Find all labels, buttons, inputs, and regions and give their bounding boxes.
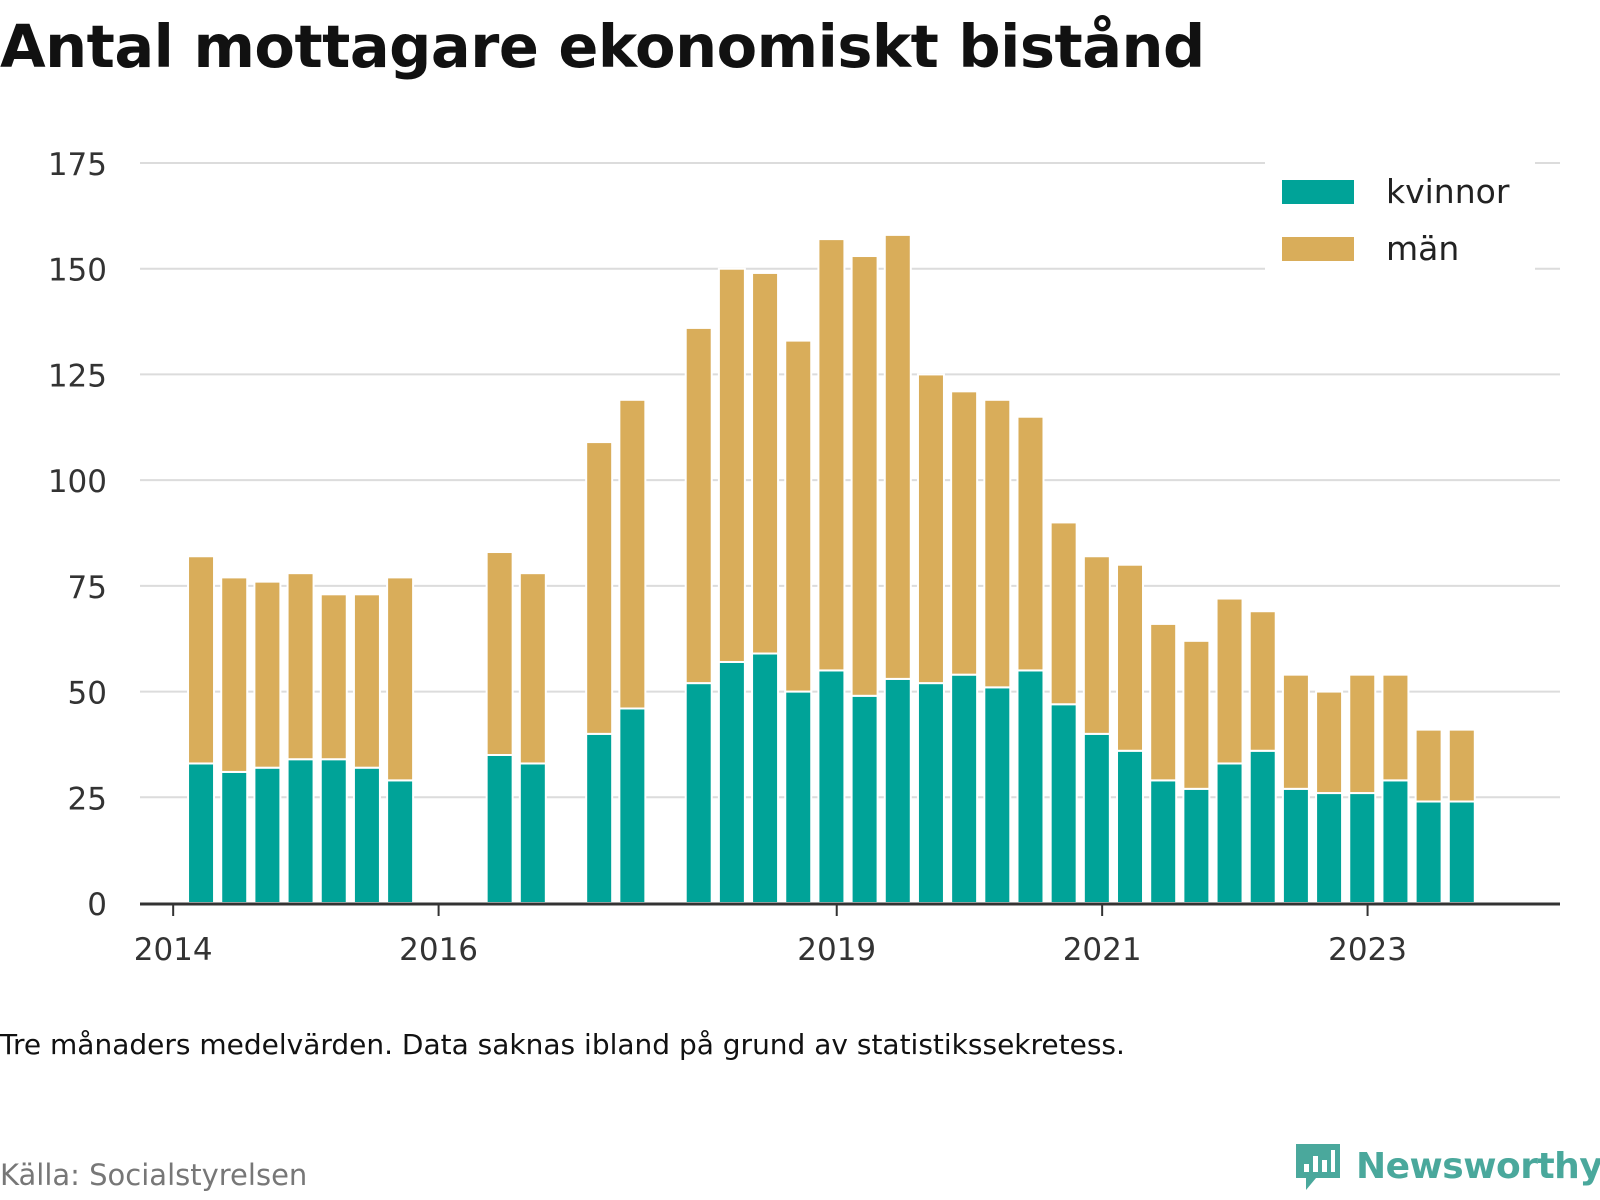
bar-man[interactable] bbox=[1082, 555, 1111, 735]
y-tick-label: 175 bbox=[48, 147, 107, 183]
legend-swatch-kvinnor bbox=[1282, 180, 1354, 204]
bar-man[interactable] bbox=[352, 593, 381, 769]
bar-man[interactable] bbox=[253, 580, 282, 769]
bar-man[interactable] bbox=[485, 551, 514, 756]
bar-kvinnor[interactable] bbox=[1315, 792, 1344, 904]
bar-kvinnor[interactable] bbox=[253, 766, 282, 905]
bar-kvinnor[interactable] bbox=[1116, 749, 1145, 904]
source-note: Källa: Socialstyrelsen bbox=[0, 1158, 308, 1192]
bars bbox=[187, 233, 1476, 905]
bar-man[interactable] bbox=[1414, 728, 1443, 803]
bar-kvinnor[interactable] bbox=[784, 690, 813, 904]
bar-man[interactable] bbox=[187, 555, 216, 765]
bar-kvinnor[interactable] bbox=[319, 758, 348, 904]
y-tick-label: 150 bbox=[48, 253, 107, 289]
brand[interactable]: Newsworthy bbox=[1292, 1140, 1600, 1192]
bar-kvinnor[interactable] bbox=[1149, 779, 1178, 904]
bar-man[interactable] bbox=[784, 339, 813, 693]
bar-kvinnor[interactable] bbox=[220, 770, 249, 905]
bar-man[interactable] bbox=[585, 441, 614, 735]
bar-man[interactable] bbox=[386, 576, 415, 782]
y-tick-label: 100 bbox=[48, 464, 107, 500]
bar-kvinnor[interactable] bbox=[684, 682, 713, 904]
bar-kvinnor[interactable] bbox=[585, 732, 614, 904]
bar-kvinnor[interactable] bbox=[286, 758, 315, 904]
bar-man[interactable] bbox=[1116, 563, 1145, 752]
bar-kvinnor[interactable] bbox=[386, 779, 415, 904]
bar-kvinnor[interactable] bbox=[518, 762, 547, 905]
y-tick-label: 125 bbox=[48, 358, 107, 394]
bar-kvinnor[interactable] bbox=[850, 694, 879, 904]
bar-kvinnor[interactable] bbox=[817, 669, 846, 905]
bar-kvinnor[interactable] bbox=[1447, 800, 1476, 904]
bar-man[interactable] bbox=[983, 398, 1012, 689]
y-tick-label: 0 bbox=[87, 887, 107, 923]
bar-kvinnor[interactable] bbox=[1082, 732, 1111, 904]
legend-label: män bbox=[1386, 229, 1459, 268]
bar-man[interactable] bbox=[1381, 673, 1410, 782]
bar-kvinnor[interactable] bbox=[983, 686, 1012, 904]
bar-man[interactable] bbox=[916, 373, 945, 685]
bar-kvinnor[interactable] bbox=[883, 677, 912, 905]
bar-man[interactable] bbox=[850, 255, 879, 697]
bar-kvinnor[interactable] bbox=[950, 673, 979, 905]
bar-man[interactable] bbox=[1281, 673, 1310, 790]
y-axis-ticks: 0 25 50 75 100 125 150 175 bbox=[48, 147, 107, 923]
bar-man[interactable] bbox=[1016, 415, 1045, 672]
footnote: Tre månaders medelvärden. Data saknas ib… bbox=[0, 1028, 1125, 1061]
bar-kvinnor[interactable] bbox=[1182, 787, 1211, 904]
newsworthy-logo-icon bbox=[1296, 1144, 1340, 1190]
x-axis: 2014 2016 2019 2021 2023 bbox=[134, 902, 1560, 968]
bar-man[interactable] bbox=[817, 238, 846, 672]
y-tick-label: 50 bbox=[68, 676, 107, 712]
bar-kvinnor[interactable] bbox=[1049, 703, 1078, 904]
y-tick-label: 25 bbox=[68, 781, 107, 817]
bar-man[interactable] bbox=[1049, 521, 1078, 706]
bar-man[interactable] bbox=[319, 593, 348, 761]
bar-kvinnor[interactable] bbox=[1248, 749, 1277, 904]
bar-man[interactable] bbox=[1348, 673, 1377, 795]
bar-kvinnor[interactable] bbox=[1381, 779, 1410, 904]
bar-kvinnor[interactable] bbox=[1348, 792, 1377, 904]
bar-kvinnor[interactable] bbox=[187, 762, 216, 905]
bar-man[interactable] bbox=[1215, 597, 1244, 765]
bar-kvinnor[interactable] bbox=[618, 707, 647, 904]
bar-man[interactable] bbox=[518, 572, 547, 765]
bar-man[interactable] bbox=[220, 576, 249, 773]
y-tick-label: 75 bbox=[68, 570, 107, 606]
brand-name: Newsworthy bbox=[1356, 1145, 1600, 1187]
bar-man[interactable] bbox=[1182, 639, 1211, 790]
bar-man[interactable] bbox=[618, 398, 647, 710]
bar-man[interactable] bbox=[1447, 728, 1476, 803]
x-tick-label: 2014 bbox=[134, 932, 213, 968]
x-tick-label: 2016 bbox=[399, 932, 478, 968]
chart-title: Antal mottagare ekonomiskt bistånd bbox=[0, 12, 1205, 81]
x-tick-label: 2023 bbox=[1328, 932, 1407, 968]
bar-man[interactable] bbox=[1248, 610, 1277, 752]
bar-kvinnor[interactable] bbox=[1215, 762, 1244, 905]
legend-swatch-man bbox=[1282, 237, 1354, 261]
bar-man[interactable] bbox=[950, 390, 979, 676]
bar-man[interactable] bbox=[684, 326, 713, 685]
legend-label: kvinnor bbox=[1386, 172, 1510, 211]
bar-man[interactable] bbox=[286, 572, 315, 761]
legend: kvinnor män bbox=[1265, 162, 1535, 270]
bar-kvinnor[interactable] bbox=[1414, 800, 1443, 904]
bar-man[interactable] bbox=[1315, 690, 1344, 795]
bar-kvinnor[interactable] bbox=[717, 660, 746, 904]
bar-kvinnor[interactable] bbox=[916, 682, 945, 904]
x-tick-label: 2019 bbox=[797, 932, 876, 968]
x-tick-label: 2021 bbox=[1063, 932, 1142, 968]
bar-kvinnor[interactable] bbox=[1281, 787, 1310, 904]
bar-kvinnor[interactable] bbox=[485, 754, 514, 904]
bar-man[interactable] bbox=[751, 271, 780, 655]
bar-man[interactable] bbox=[1149, 622, 1178, 782]
stacked-bar-chart: 0 25 50 75 100 125 150 175 2014 2016 2019 2021 2023… bbox=[48, 147, 1560, 968]
bar-man[interactable] bbox=[883, 233, 912, 680]
bar-kvinnor[interactable] bbox=[352, 766, 381, 905]
bar-man[interactable] bbox=[717, 267, 746, 663]
bar-kvinnor[interactable] bbox=[751, 652, 780, 904]
bar-kvinnor[interactable] bbox=[1016, 669, 1045, 905]
